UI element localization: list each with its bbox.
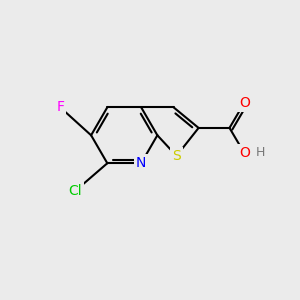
Text: Cl: Cl [68,184,82,198]
Text: S: S [172,149,181,163]
Text: O: O [239,96,250,110]
Text: N: N [136,156,146,170]
Text: H: H [256,146,265,159]
Text: F: F [56,100,64,114]
Text: O: O [239,146,250,160]
